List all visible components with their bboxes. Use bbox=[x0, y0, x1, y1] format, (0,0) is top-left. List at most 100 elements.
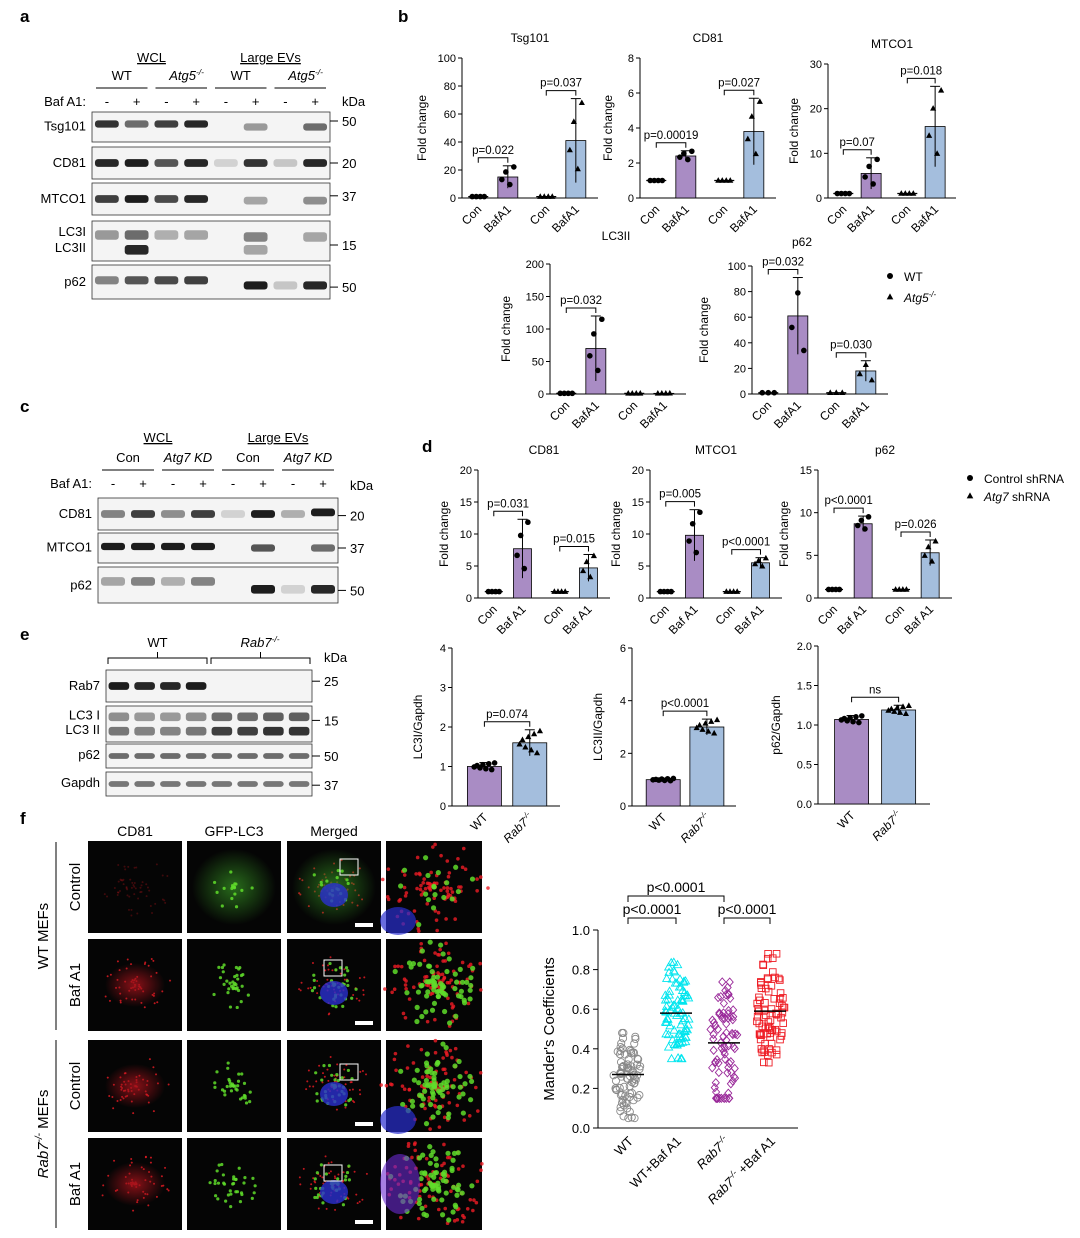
blot-band bbox=[288, 753, 310, 759]
data-point bbox=[759, 389, 766, 396]
micro-dot bbox=[419, 941, 424, 946]
micro-dot bbox=[432, 892, 438, 898]
micro-dot bbox=[445, 886, 450, 890]
y-tick-label: 1.5 bbox=[797, 681, 812, 693]
scatter-point bbox=[629, 1048, 639, 1057]
micro-dot bbox=[435, 964, 439, 969]
data-point bbox=[888, 705, 895, 712]
data-point bbox=[525, 519, 531, 526]
column-label: GFP-LC3 bbox=[204, 823, 263, 839]
x-tick-label: Con bbox=[637, 202, 662, 227]
data-point bbox=[570, 118, 577, 124]
micro-dot bbox=[315, 1171, 319, 1175]
micro-dot bbox=[439, 1197, 445, 1203]
scatter-point bbox=[710, 1082, 719, 1093]
micro-dot bbox=[423, 886, 428, 891]
micro-dot bbox=[469, 1183, 475, 1189]
p-value: p=0.074 bbox=[486, 709, 528, 721]
micro-dot bbox=[433, 1050, 438, 1055]
data-point bbox=[715, 177, 722, 183]
y-axis-label: Fold change bbox=[415, 95, 429, 161]
micro-dot bbox=[443, 1045, 449, 1051]
micro-dot bbox=[315, 1080, 318, 1083]
scatter-point bbox=[667, 974, 678, 983]
micro-dot bbox=[310, 989, 315, 993]
micro-dot bbox=[329, 1170, 332, 1173]
micro-dot bbox=[461, 997, 467, 1003]
y-tick-label: 0.0 bbox=[797, 799, 812, 811]
baf-sign: + bbox=[199, 476, 207, 491]
data-point bbox=[629, 389, 636, 396]
data-point bbox=[833, 389, 840, 395]
micro-dot bbox=[424, 1051, 430, 1057]
data-point bbox=[566, 146, 573, 153]
micro-dot bbox=[234, 905, 239, 909]
micro-dot bbox=[422, 1088, 428, 1094]
data-point bbox=[755, 557, 762, 563]
micro-dot bbox=[445, 1150, 451, 1156]
micro-dot bbox=[337, 1173, 340, 1176]
micro-dot bbox=[228, 1189, 232, 1193]
blot-band bbox=[124, 230, 149, 240]
scatter-point bbox=[633, 1054, 642, 1063]
data-point bbox=[686, 538, 692, 544]
micro-dot bbox=[458, 993, 464, 1000]
data-point bbox=[562, 588, 569, 594]
y-tick-label: 0.4 bbox=[572, 1042, 590, 1057]
x-tick-label: BafA1 bbox=[771, 398, 804, 431]
x-tick-label: Rab7-/- bbox=[693, 1133, 732, 1172]
micro-dot bbox=[117, 891, 120, 894]
micro-dot bbox=[450, 1005, 455, 1010]
micro-dot bbox=[231, 987, 235, 991]
chart-title: CD81 bbox=[529, 443, 560, 457]
micro-dot bbox=[407, 1087, 412, 1092]
data-point bbox=[655, 177, 662, 184]
micro-dot bbox=[233, 882, 237, 886]
scatter-point bbox=[733, 1030, 742, 1040]
blot-band bbox=[211, 726, 233, 736]
sig-bracket bbox=[833, 507, 864, 514]
y-tick-label: 0 bbox=[440, 801, 446, 813]
micro-dot bbox=[466, 1001, 471, 1006]
micro-dot bbox=[468, 1078, 475, 1085]
group-label: WT MEFs bbox=[35, 903, 52, 969]
data-point bbox=[836, 586, 843, 593]
scatter-point bbox=[627, 1049, 636, 1058]
micro-dot bbox=[342, 1171, 345, 1174]
micro-dot bbox=[416, 1216, 421, 1221]
p-value: p<0.0001 bbox=[661, 698, 709, 710]
micro-dot bbox=[305, 1088, 308, 1091]
data-point bbox=[866, 163, 872, 170]
micro-dot bbox=[152, 959, 155, 962]
micro-dot bbox=[393, 1051, 398, 1056]
micro-dot bbox=[318, 984, 321, 987]
y-tick-label: 1.0 bbox=[572, 923, 590, 938]
scatter-point bbox=[663, 1014, 673, 1023]
y-tick-label: 100 bbox=[438, 53, 456, 65]
marker-label: 15 bbox=[342, 238, 356, 253]
micro-dot bbox=[130, 914, 133, 917]
micro-dot bbox=[460, 960, 465, 965]
micro-dot bbox=[359, 1070, 362, 1073]
micro-dot bbox=[144, 961, 147, 964]
micro-dot bbox=[148, 889, 151, 892]
micro-dot bbox=[112, 1107, 115, 1110]
micro-dot bbox=[350, 1077, 354, 1081]
micro-dot bbox=[443, 1206, 448, 1211]
micro-dot bbox=[222, 886, 226, 890]
y-tick-label: 0 bbox=[806, 593, 812, 605]
y-tick-label: 5 bbox=[806, 550, 812, 562]
data-point bbox=[590, 552, 597, 559]
micro-dot bbox=[298, 1176, 301, 1179]
blot-genotype-sup: -/- bbox=[196, 67, 204, 77]
scatter-point bbox=[709, 1045, 718, 1056]
micro-dot bbox=[427, 1194, 432, 1199]
legend-label-sup: -/- bbox=[929, 290, 937, 299]
scatter-point bbox=[760, 1058, 768, 1067]
x-tick-label: Baf A1 bbox=[732, 602, 767, 637]
micro-dot bbox=[127, 908, 130, 911]
scatter-point bbox=[776, 976, 784, 984]
data-point bbox=[906, 190, 913, 196]
